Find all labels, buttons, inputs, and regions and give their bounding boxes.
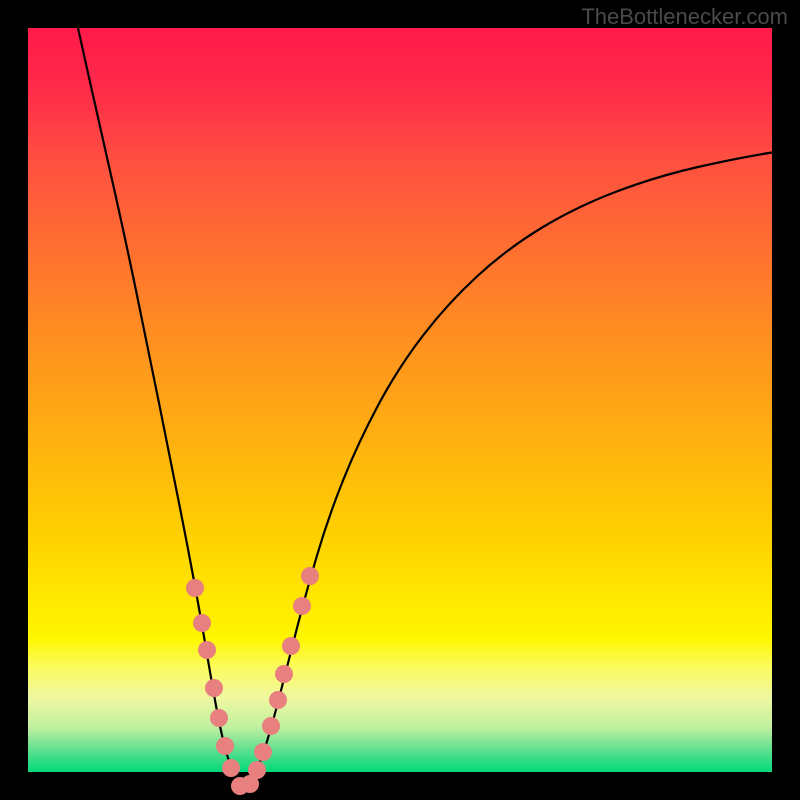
marker-point bbox=[301, 567, 319, 585]
curve-plot bbox=[28, 28, 772, 772]
marker-point bbox=[282, 637, 300, 655]
marker-point bbox=[248, 761, 266, 779]
marker-point bbox=[205, 679, 223, 697]
marker-point bbox=[275, 665, 293, 683]
marker-point bbox=[198, 641, 216, 659]
marker-point bbox=[193, 614, 211, 632]
marker-point bbox=[293, 597, 311, 615]
bottleneck-curve bbox=[78, 28, 800, 786]
marker-point bbox=[186, 579, 204, 597]
marker-point bbox=[210, 709, 228, 727]
data-markers bbox=[186, 567, 319, 795]
marker-point bbox=[222, 759, 240, 777]
watermark-text: TheBottlenecker.com bbox=[581, 4, 788, 30]
marker-point bbox=[262, 717, 280, 735]
marker-point bbox=[216, 737, 234, 755]
chart-frame: TheBottlenecker.com bbox=[0, 0, 800, 800]
marker-point bbox=[254, 743, 272, 761]
marker-point bbox=[269, 691, 287, 709]
